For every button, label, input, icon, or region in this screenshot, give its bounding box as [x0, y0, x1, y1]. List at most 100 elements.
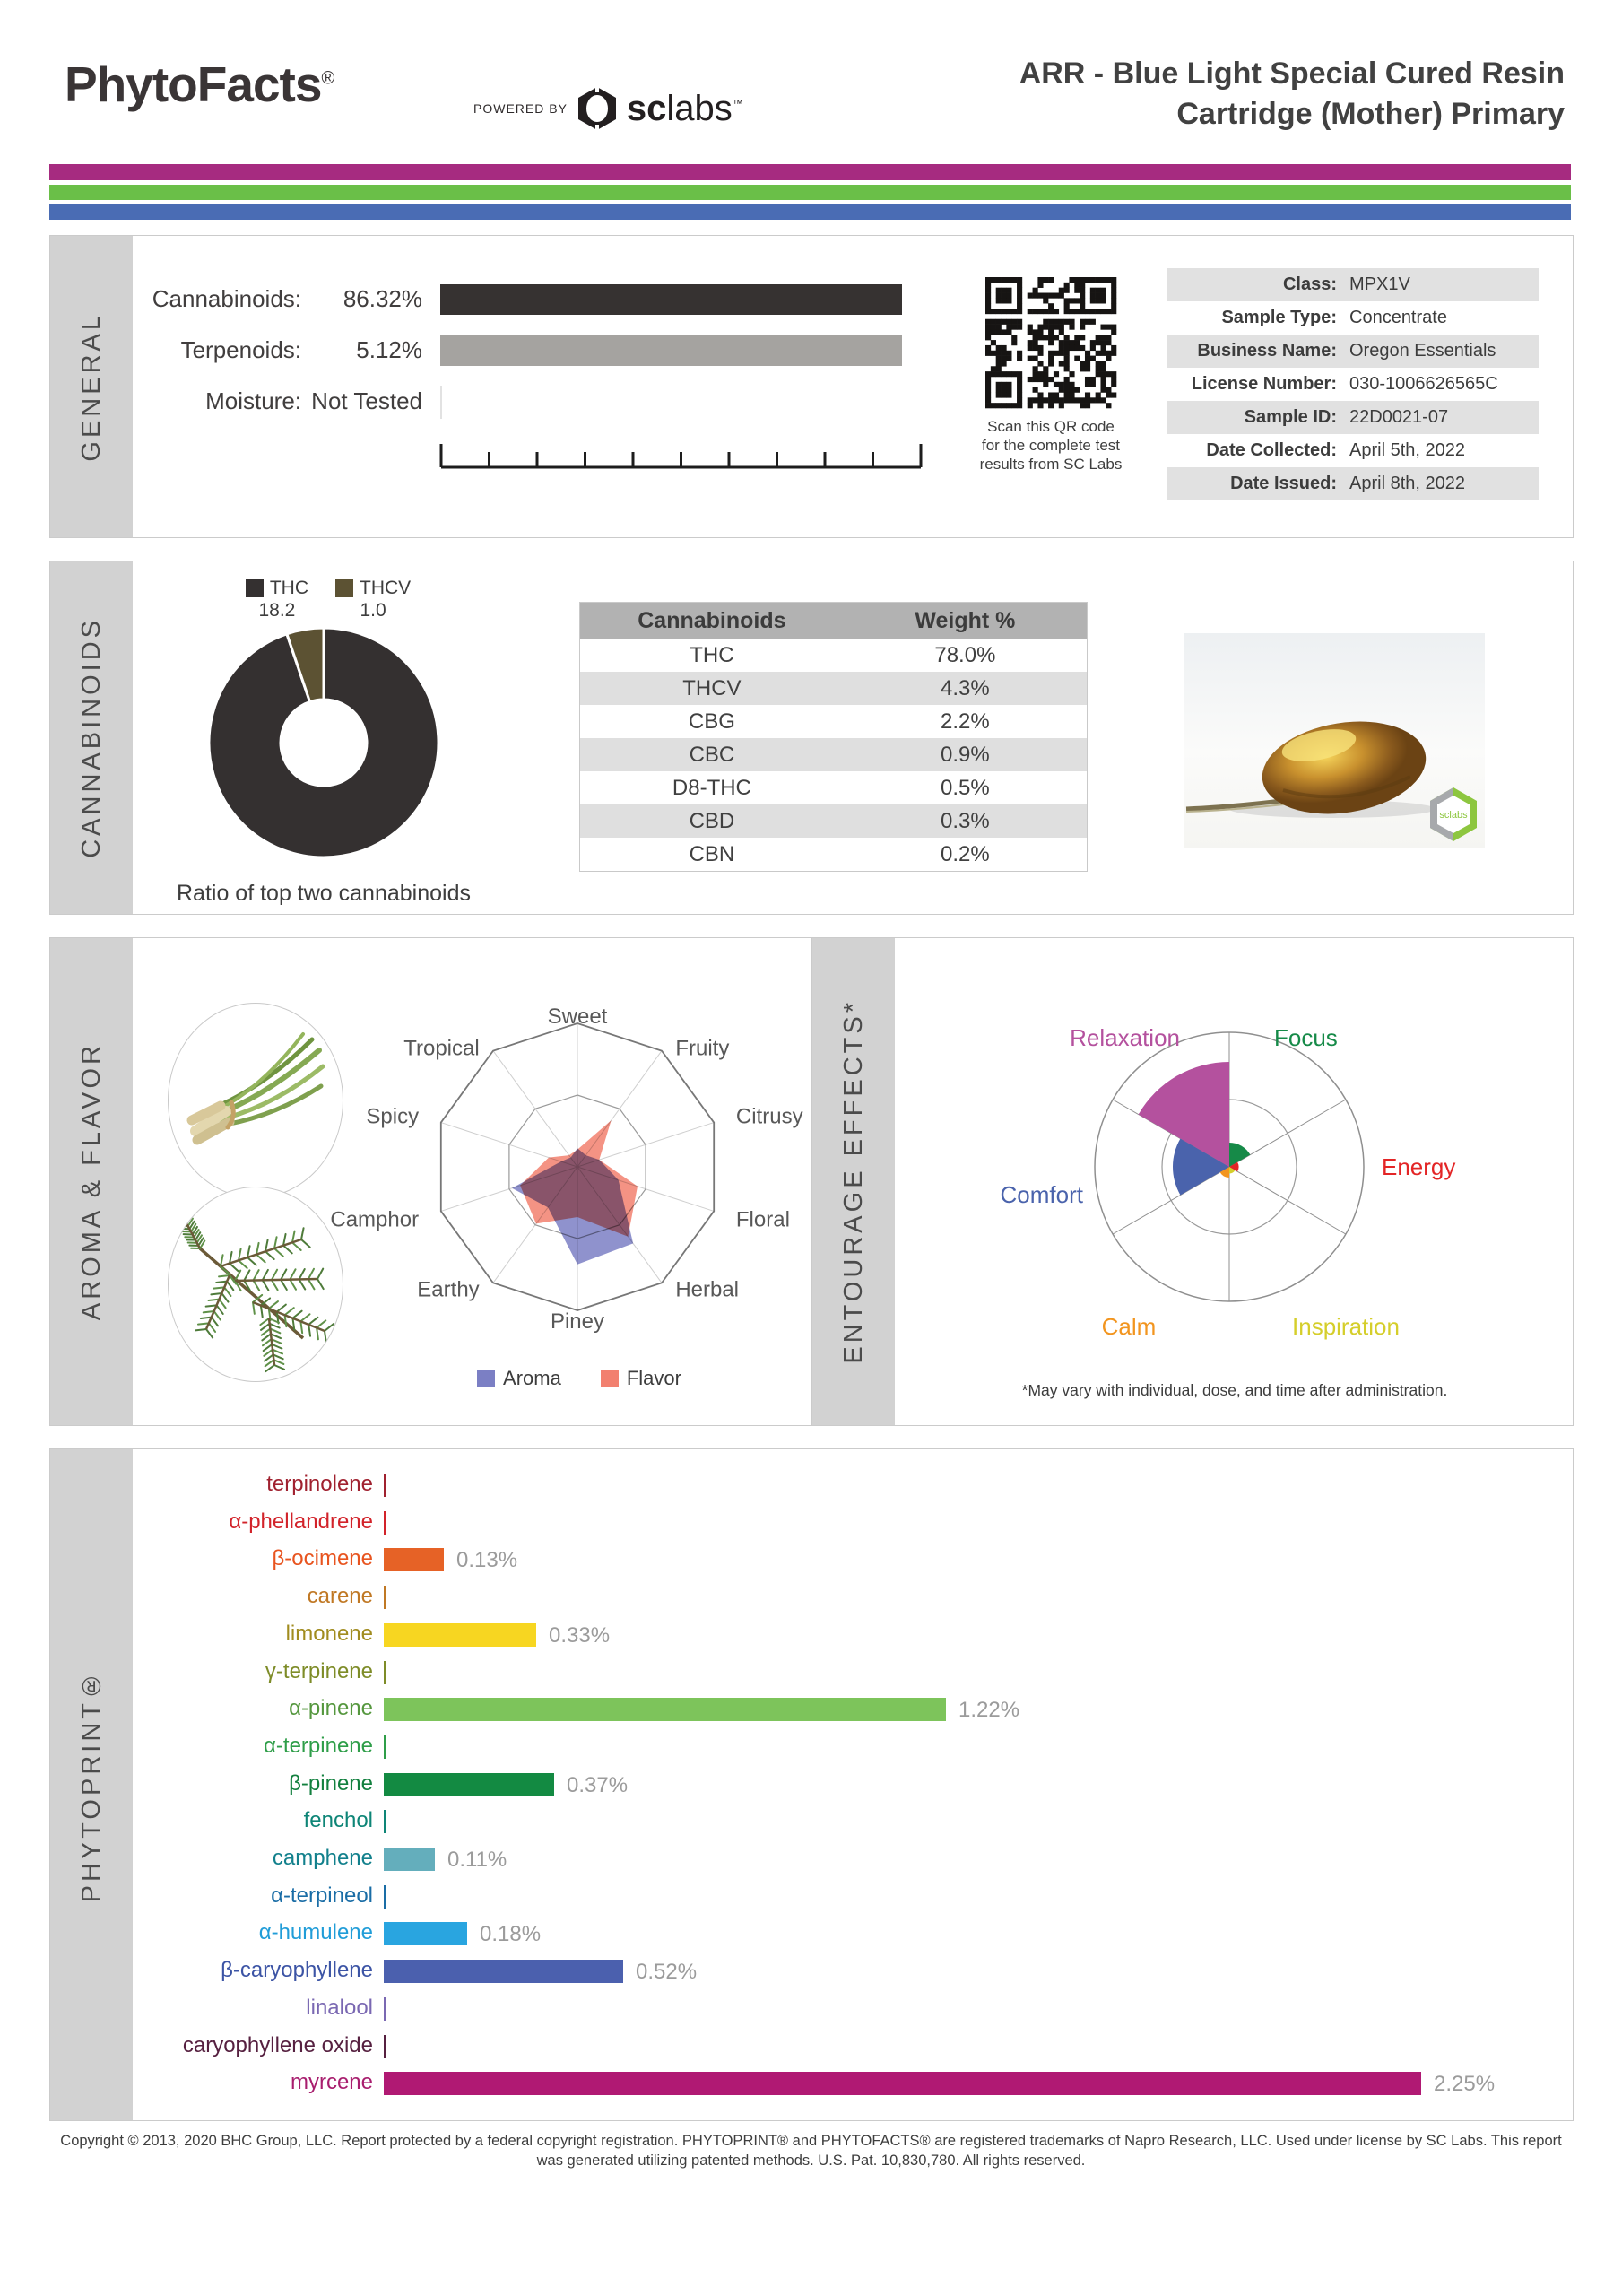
table-row: THCV 4.3% [580, 672, 1087, 705]
info-row: Date Issued: April 8th, 2022 [1167, 467, 1539, 500]
info-label: Date Issued: [1230, 474, 1337, 493]
section-cannabinoids: CANNABINOIDS THC 18.2 THCV 1.0 Ratio of top… [49, 561, 1574, 915]
terpene-label: α-phellandrene [229, 1509, 373, 1534]
table-row: THC 78.0% [580, 639, 1087, 672]
info-row: Business Name: Oregon Essentials [1167, 335, 1539, 368]
radar-axis-label: Floral [736, 1207, 790, 1231]
terpene-label: myrcene [290, 2070, 373, 2095]
terpene-value: 0.52% [636, 1960, 698, 1985]
qr-caption-line: for the complete test [981, 437, 1121, 454]
terpene-label: caryophyllene oxide [182, 2032, 373, 2057]
resin-dab-illustration: sclabs [1185, 721, 1477, 841]
legend-label: THC [269, 578, 308, 598]
terpene-row: carene [133, 1579, 1573, 1615]
stat-row: Moisture: Not Tested [50, 385, 947, 421]
radar-legend-entry: Aroma [477, 1367, 561, 1390]
info-label: Date Collected: [1206, 440, 1337, 460]
powered-by-label: POWERED BY [473, 101, 568, 116]
radar-legend-entry: Flavor [600, 1367, 681, 1390]
terpene-row: α-terpinene [133, 1729, 1573, 1765]
cannabinoid-weight: 0.2% [941, 841, 990, 866]
column-header: Weight % [915, 607, 1016, 633]
terpene-value: 1.22% [958, 1698, 1020, 1723]
legend-value: 18.2 [258, 600, 296, 621]
stat-value: 86.32% [343, 285, 422, 312]
terpene-bar [384, 1922, 467, 1946]
powered-by-block: POWERED BY sclabs™ [473, 86, 743, 131]
terpene-row: α-terpineol [133, 1879, 1573, 1915]
radar-axis-label: Tropical [403, 1037, 479, 1061]
radar-axis-label: Camphor [330, 1207, 419, 1231]
column-header: Cannabinoids [638, 607, 786, 633]
sample-info-table: Class: MPX1V Sample Type: Concentrate Busine… [1167, 268, 1539, 500]
donut-legend-head: THC [245, 578, 308, 599]
terpene-bar [384, 1622, 536, 1647]
donut-legend-entry: THC 18.2 [245, 578, 308, 622]
scale-ruler [439, 444, 923, 469]
section-entourage-effects: ENTOURAGE EFFECTS* Focus Energy Inspiratio… [811, 937, 1574, 1426]
effect-label-Focus: Focus [1274, 1024, 1338, 1051]
legend-swatch [477, 1370, 496, 1387]
table-row: CBN 0.2% [580, 838, 1087, 871]
effect-wedge-Energy [1229, 1161, 1239, 1172]
info-label: Business Name: [1197, 341, 1337, 361]
terpene-bar [384, 1548, 444, 1572]
effect-wedge-Comfort [1173, 1138, 1229, 1196]
terpene-label: α-terpineol [271, 1883, 373, 1908]
cannabinoid-name: CBD [689, 808, 735, 833]
legend-swatch [600, 1370, 619, 1387]
report-title-line1: ARR - Blue Light Special Cured Resin [1019, 57, 1565, 91]
terpene-value: 0.37% [567, 1772, 629, 1797]
terpene-row: β-pinene 0.37% [133, 1767, 1573, 1803]
stat-value: 5.12% [356, 336, 422, 363]
effect-wedge-Inspiration [1229, 1167, 1236, 1174]
table-row: CBG 2.2% [580, 705, 1087, 738]
terpene-row: linalool [133, 1991, 1573, 2027]
terpene-row: fenchol [133, 1804, 1573, 1839]
cannabinoid-weight: 0.9% [941, 742, 990, 767]
accent-bar [49, 185, 1571, 200]
lemongrass-image [168, 1003, 343, 1198]
section-tab-general: GENERAL [50, 236, 133, 537]
terpene-label: β-pinene [289, 1770, 373, 1796]
effect-wedge-Focus [1229, 1143, 1251, 1167]
terpene-bar [384, 1960, 623, 1984]
terpene-row: limonene 0.33% [133, 1617, 1573, 1653]
info-value: April 5th, 2022 [1349, 440, 1465, 460]
stat-row: Cannabinoids: 86.32% [50, 283, 947, 318]
info-row: Sample ID: 22D0021-07 [1167, 401, 1539, 434]
report-title-line2: Cartridge (Mother) Primary [1176, 97, 1565, 131]
terpene-zero-tick [384, 1510, 386, 1535]
terpene-label: α-terpinene [264, 1733, 373, 1758]
cannabinoid-weight: 0.5% [941, 775, 990, 800]
terpene-value: 2.25% [1434, 2072, 1496, 2097]
terpene-bar [384, 1848, 435, 1871]
report-title: ARR - Blue Light Special Cured Resin Car… [1019, 54, 1565, 135]
terpene-zero-tick [384, 1586, 386, 1610]
terpene-zero-tick [384, 1474, 386, 1497]
info-label: Class: [1282, 274, 1337, 294]
effect-wedge-Calm [1219, 1167, 1229, 1178]
terpene-label: β-ocimene [272, 1546, 373, 1571]
phytofacts-logo: PhytoFacts® [65, 57, 334, 112]
qr-caption: Scan this QR code for the complete test re… [918, 417, 1184, 474]
cannabinoid-name: D8-THC [672, 775, 751, 800]
table-row: CBD 0.3% [580, 804, 1087, 838]
section-tab-aroma-flavor: AROMA & FLAVOR [50, 938, 133, 1425]
radar-axis-label: Herbal [675, 1277, 739, 1301]
svg-text:sclabs: sclabs [1439, 810, 1468, 821]
terpene-bar [384, 2072, 1421, 2096]
terpene-row: β-caryophyllene 0.52% [133, 1953, 1573, 1989]
section-tab-cannabinoids: CANNABINOIDS [50, 561, 133, 914]
terpene-row: myrcene 2.25% [133, 2066, 1573, 2101]
radar-axis-label: Citrusy [736, 1105, 803, 1129]
info-label: License Number: [1191, 374, 1337, 394]
effect-label-Calm: Calm [1102, 1313, 1157, 1340]
info-value: Oregon Essentials [1349, 341, 1496, 361]
cannabinoid-weight: 2.2% [941, 709, 990, 734]
cannabinoid-name: THC [690, 642, 734, 667]
cannabinoid-weight: 4.3% [941, 675, 990, 700]
aroma-flavor-radar-chart: Sweet Fruity Citrusy Floral Herbal Piney Earth… [330, 1004, 803, 1334]
terpene-zero-tick [384, 1660, 386, 1684]
info-label: Sample ID: [1244, 407, 1337, 427]
